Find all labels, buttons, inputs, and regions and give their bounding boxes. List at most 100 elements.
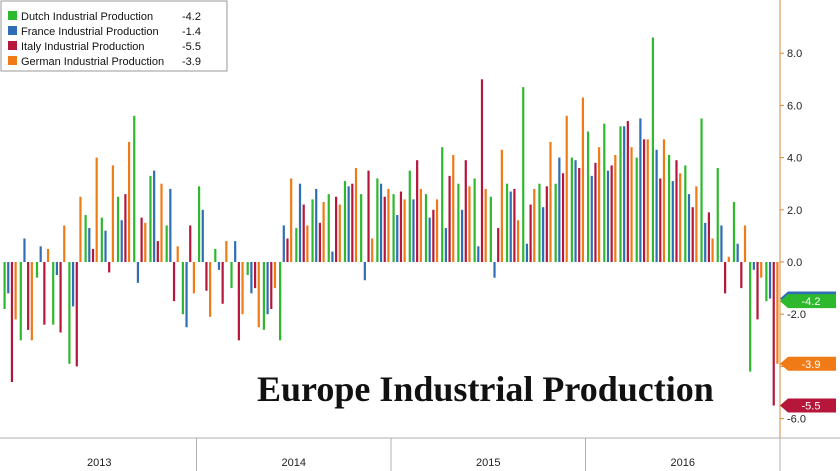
bar-german-43 (711, 238, 714, 262)
bar-italy-38 (626, 121, 629, 262)
bar-dutch-20 (327, 194, 330, 262)
bar-france-23 (379, 183, 383, 262)
bar-france-38 (623, 126, 626, 262)
bar-dutch-29 (473, 178, 476, 262)
bar-dutch-33 (538, 183, 541, 262)
last-value-badge-german: -3.9 (780, 356, 836, 371)
bar-italy-6 (108, 262, 111, 273)
bar-dutch-34 (554, 183, 557, 262)
bar-france-19 (315, 188, 318, 262)
bar-german-18 (306, 225, 309, 262)
bar-dutch-2 (35, 262, 39, 278)
bar-france-24 (396, 215, 399, 262)
bar-german-8 (144, 222, 147, 262)
bar-german-20 (338, 204, 341, 262)
bar-france-34 (558, 157, 561, 262)
bar-france-30 (493, 262, 496, 278)
bar-german-12 (209, 262, 212, 317)
legend-label-dutch: Dutch Industrial Production (21, 11, 153, 23)
y-tick-label-1: 6.0 (787, 100, 802, 112)
bar-dutch-13 (214, 248, 217, 262)
bar-dutch-24 (392, 194, 395, 262)
bar-dutch-1 (19, 262, 22, 341)
bar-italy-28 (464, 160, 467, 262)
bar-france-25 (412, 199, 415, 262)
last-value-badge-shape-italy (780, 398, 836, 413)
bar-france-1 (23, 238, 26, 262)
bar-france-2 (39, 246, 42, 262)
bar-italy-41 (675, 160, 678, 262)
bar-italy-27 (448, 175, 451, 262)
last-value-badges: -1.4-3.9-4.2-5.5 (780, 291, 836, 413)
bar-german-14 (241, 262, 244, 315)
bar-france-43 (704, 222, 707, 262)
bar-france-3 (55, 262, 58, 276)
x-axis: 201320142015201620172018 (0, 437, 840, 471)
bar-german-22 (371, 238, 374, 262)
bar-italy-45 (740, 262, 743, 289)
bar-france-29 (477, 246, 480, 262)
bar-italy-16 (270, 262, 273, 309)
bar-dutch-4 (68, 262, 71, 364)
bar-france-46 (752, 262, 755, 270)
bar-italy-14 (237, 262, 240, 341)
bar-france-32 (525, 243, 529, 262)
bar-dutch-25 (408, 170, 411, 262)
bar-dutch-47 (765, 262, 768, 302)
y-tick-label-4: 0.0 (787, 257, 802, 269)
legend-box (0, 0, 228, 72)
legend-swatch-france (8, 26, 17, 35)
y-tick-label-5: -2.0 (787, 309, 806, 321)
bar-italy-21 (351, 183, 354, 262)
bar-france-44 (720, 225, 723, 262)
bar-dutch-3 (52, 262, 55, 325)
bar-italy-36 (594, 162, 597, 262)
bar-german-32 (533, 188, 536, 262)
y-tick-label-7: -6.0 (787, 414, 806, 426)
bar-german-23 (387, 188, 390, 262)
bar-france-22 (363, 262, 366, 281)
bar-italy-20 (335, 196, 338, 262)
bar-france-37 (606, 170, 610, 262)
bar-italy-26 (432, 209, 435, 262)
bars-group (3, 37, 779, 406)
bar-dutch-23 (376, 178, 379, 262)
bar-france-8 (136, 262, 140, 283)
bar-dutch-46 (749, 262, 752, 372)
bar-dutch-6 (100, 217, 103, 262)
last-value-badge-label-italy: -5.5 (802, 401, 821, 413)
last-value-badge-label-german: -3.9 (802, 359, 821, 371)
bar-dutch-18 (295, 228, 298, 262)
bar-italy-24 (399, 191, 403, 262)
bar-dutch-9 (149, 175, 152, 262)
bar-italy-11 (189, 225, 192, 262)
legend-label-france: France Industrial Production (21, 26, 159, 38)
bar-dutch-5 (84, 215, 87, 262)
bar-italy-13 (221, 262, 224, 304)
last-value-badge-italy: -5.5 (780, 398, 836, 413)
bar-france-45 (736, 243, 739, 262)
bar-dutch-41 (668, 154, 671, 262)
bar-italy-0 (10, 262, 14, 383)
bar-france-47 (768, 262, 772, 299)
bar-dutch-28 (457, 183, 460, 262)
bar-italy-43 (707, 212, 710, 262)
bar-german-41 (679, 173, 682, 262)
bar-italy-39 (642, 139, 646, 262)
bar-italy-5 (91, 248, 95, 262)
last-value-badge-dutch: -4.2 (780, 294, 836, 309)
y-tick-label-2: 4.0 (787, 153, 802, 165)
bar-german-7 (127, 141, 131, 262)
bar-france-35 (574, 160, 577, 262)
bar-italy-18 (302, 204, 305, 262)
bar-dutch-40 (651, 37, 655, 262)
bar-france-31 (509, 191, 512, 262)
legend-value-german: -3.9 (182, 56, 201, 68)
bar-german-37 (614, 154, 617, 262)
bar-france-6 (104, 230, 107, 262)
x-year-label-2015: 2015 (476, 457, 500, 469)
bar-italy-37 (610, 165, 613, 262)
bar-italy-34 (561, 173, 565, 262)
bar-dutch-17 (279, 262, 282, 341)
bar-dutch-16 (262, 262, 266, 330)
